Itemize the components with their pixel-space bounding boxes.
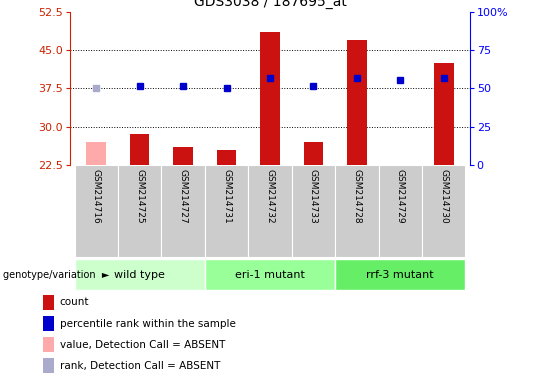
Text: rrf-3 mutant: rrf-3 mutant bbox=[367, 270, 434, 280]
Bar bbox=[75, 165, 118, 257]
Bar bbox=[248, 165, 292, 257]
Text: GSM214725: GSM214725 bbox=[135, 169, 144, 223]
Text: percentile rank within the sample: percentile rank within the sample bbox=[59, 318, 235, 329]
Text: rank, Detection Call = ABSENT: rank, Detection Call = ABSENT bbox=[59, 361, 220, 371]
Text: genotype/variation  ►: genotype/variation ► bbox=[3, 270, 109, 280]
Text: GSM214716: GSM214716 bbox=[92, 169, 101, 223]
Text: GSM214729: GSM214729 bbox=[396, 169, 405, 223]
Text: GSM214730: GSM214730 bbox=[439, 169, 448, 223]
Bar bbox=[347, 40, 367, 165]
Bar bbox=[130, 134, 150, 165]
Bar bbox=[118, 165, 161, 257]
Text: GSM214731: GSM214731 bbox=[222, 169, 231, 223]
Text: GSM214728: GSM214728 bbox=[353, 169, 361, 223]
Text: wild type: wild type bbox=[114, 270, 165, 280]
Bar bbox=[161, 165, 205, 257]
Bar bbox=[335, 259, 465, 290]
Bar bbox=[173, 147, 193, 165]
Bar bbox=[205, 165, 248, 257]
Bar bbox=[434, 63, 454, 165]
Text: count: count bbox=[59, 297, 89, 308]
Text: GSM214733: GSM214733 bbox=[309, 169, 318, 223]
Bar bbox=[43, 358, 55, 373]
Bar bbox=[379, 165, 422, 257]
Bar bbox=[292, 165, 335, 257]
Bar bbox=[422, 165, 465, 257]
Bar bbox=[75, 259, 205, 290]
Bar bbox=[217, 150, 237, 165]
Text: value, Detection Call = ABSENT: value, Detection Call = ABSENT bbox=[59, 339, 225, 350]
Bar bbox=[43, 295, 55, 310]
Bar bbox=[43, 337, 55, 352]
Text: GSM214727: GSM214727 bbox=[179, 169, 187, 223]
Text: GSM214732: GSM214732 bbox=[266, 169, 274, 223]
Title: GDS3038 / 187695_at: GDS3038 / 187695_at bbox=[193, 0, 347, 9]
Bar bbox=[205, 259, 335, 290]
Bar bbox=[86, 142, 106, 165]
Bar bbox=[260, 32, 280, 165]
Bar bbox=[335, 165, 379, 257]
Bar bbox=[303, 142, 323, 165]
Bar bbox=[43, 316, 55, 331]
Text: eri-1 mutant: eri-1 mutant bbox=[235, 270, 305, 280]
